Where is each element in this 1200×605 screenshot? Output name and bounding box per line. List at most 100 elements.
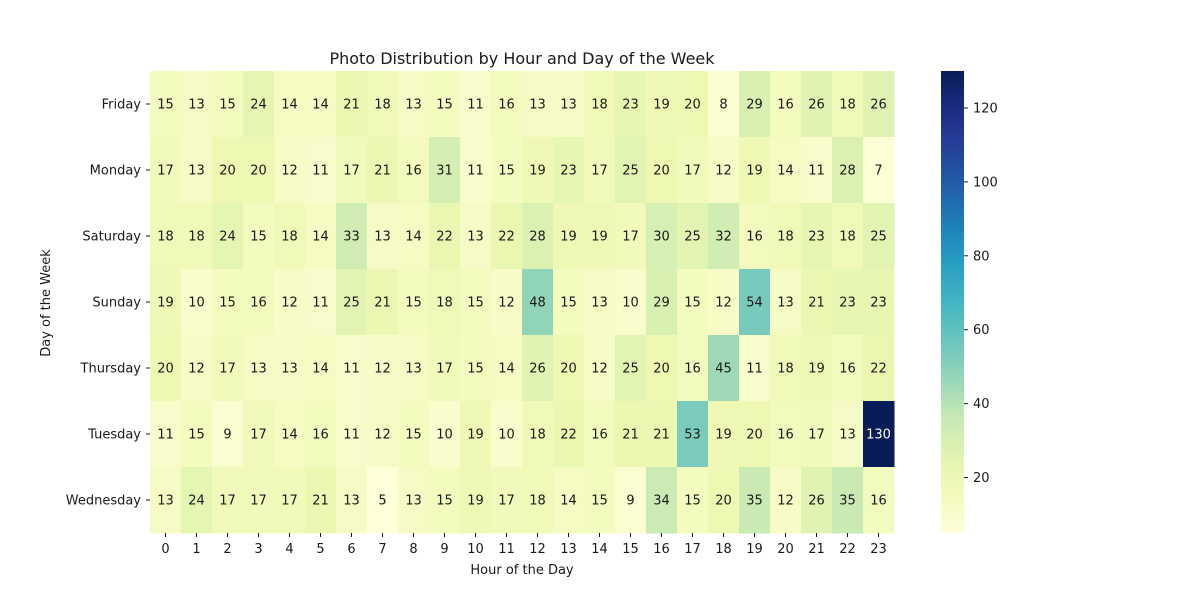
- cell-value-label: 14: [281, 428, 298, 443]
- heatmap-cell: [522, 269, 554, 336]
- heatmap-cell: [305, 335, 337, 402]
- heatmap-cell: [832, 203, 864, 270]
- heatmap-cell: [398, 203, 430, 270]
- heatmap-cell: [677, 137, 709, 204]
- heatmap-cell: [553, 401, 585, 468]
- heatmap-cell: [181, 71, 213, 138]
- colorbar-tick-label: 40: [973, 397, 990, 412]
- cell-value-label: 130: [866, 428, 891, 443]
- cell-value-label: 17: [622, 230, 639, 245]
- heatmap-cell: [150, 467, 182, 534]
- heatmap-cell: [429, 467, 461, 534]
- cell-value-label: 20: [715, 494, 732, 509]
- heatmap-cells: 15 13 15 24 14 14 21 18 13 15 11 16 13 13 18 23 19 20 8 29 1…: [150, 71, 895, 534]
- heatmap-cell: [429, 203, 461, 270]
- cell-value-label: 12: [188, 362, 205, 377]
- heatmap-cell: [491, 335, 523, 402]
- heatmap-cell: [646, 467, 678, 534]
- heatmap-cell: [212, 467, 244, 534]
- heatmap-cell: [584, 467, 616, 534]
- cell-value-label: 23: [560, 164, 577, 179]
- cell-value-label: 14: [281, 98, 298, 113]
- heatmap-cell: [305, 137, 337, 204]
- heatmap-cell: [181, 467, 213, 534]
- cell-value-label: 18: [777, 362, 794, 377]
- heatmap-cell: [305, 71, 337, 138]
- cell-value-label: 18: [777, 230, 794, 245]
- cell-value-label: 48: [529, 296, 546, 311]
- cell-value-label: 16: [777, 98, 794, 113]
- heatmap-cell: [646, 71, 678, 138]
- heatmap-cell: [832, 137, 864, 204]
- heatmap-cell: [305, 269, 337, 336]
- heatmap-cell: [770, 203, 802, 270]
- cell-value-label: 22: [436, 230, 453, 245]
- heatmap-cell: [367, 335, 399, 402]
- cell-value-label: 21: [622, 428, 639, 443]
- x-tick-label: 2: [223, 542, 231, 557]
- heatmap-cell: [801, 71, 833, 138]
- y-tick-label: Tuesday: [87, 428, 141, 443]
- heatmap-cell: [460, 401, 492, 468]
- heatmap-cell: [460, 467, 492, 534]
- heatmap-cell: [212, 137, 244, 204]
- x-axis-label: Hour of the Day: [470, 563, 574, 578]
- heatmap-cell: [863, 137, 895, 204]
- cell-value-label: 21: [343, 98, 360, 113]
- cell-value-label: 16: [498, 98, 515, 113]
- cell-value-label: 17: [250, 428, 267, 443]
- cell-value-label: 29: [746, 98, 763, 113]
- heatmap-cell: [460, 71, 492, 138]
- y-axis-ticks: Friday Monday Saturday Sunday Thursday Tuesda…: [66, 98, 150, 509]
- cell-value-label: 35: [839, 494, 856, 509]
- heatmap-cell: [553, 203, 585, 270]
- heatmap-cell: [770, 335, 802, 402]
- heatmap-cell: [863, 401, 895, 468]
- cell-value-label: 20: [250, 164, 267, 179]
- heatmap-cell: [398, 335, 430, 402]
- cell-value-label: 11: [746, 362, 763, 377]
- cell-value-label: 28: [839, 164, 856, 179]
- heatmap-cell: [150, 269, 182, 336]
- heatmap-cell: [398, 401, 430, 468]
- cell-value-label: 19: [529, 164, 546, 179]
- cell-value-label: 17: [808, 428, 825, 443]
- heatmap-cell: [367, 401, 399, 468]
- x-tick-label: 5: [316, 542, 324, 557]
- heatmap-cell: [181, 203, 213, 270]
- cell-value-label: 19: [467, 428, 484, 443]
- cell-value-label: 35: [746, 494, 763, 509]
- cell-value-label: 13: [157, 494, 174, 509]
- heatmap-cell: [708, 71, 740, 138]
- cell-value-label: 45: [715, 362, 732, 377]
- cell-value-label: 17: [219, 494, 236, 509]
- cell-value-label: 19: [808, 362, 825, 377]
- heatmap-cell: [429, 137, 461, 204]
- y-tick-label: Sunday: [92, 296, 141, 311]
- y-axis-label: Day of the Week: [39, 249, 54, 357]
- cell-value-label: 11: [343, 428, 360, 443]
- heatmap-cell: [491, 467, 523, 534]
- heatmap-cell: [243, 401, 275, 468]
- cell-value-label: 14: [405, 230, 422, 245]
- cell-value-label: 11: [467, 98, 484, 113]
- cell-value-label: 15: [405, 296, 422, 311]
- heatmap-cell: [863, 269, 895, 336]
- heatmap-cell: [491, 401, 523, 468]
- cell-value-label: 19: [467, 494, 484, 509]
- cell-value-label: 21: [653, 428, 670, 443]
- heatmap-cell: [522, 71, 554, 138]
- heatmap-cell: [336, 467, 368, 534]
- cell-value-label: 11: [343, 362, 360, 377]
- x-tick-label: 0: [161, 542, 169, 557]
- y-tick-label: Wednesday: [66, 494, 142, 509]
- cell-value-label: 13: [839, 428, 856, 443]
- cell-value-label: 17: [250, 494, 267, 509]
- cell-value-label: 12: [715, 296, 732, 311]
- cell-value-label: 15: [467, 296, 484, 311]
- cell-value-label: 23: [622, 98, 639, 113]
- heatmap-cell: [677, 203, 709, 270]
- heatmap-cell: [832, 335, 864, 402]
- cell-value-label: 18: [374, 98, 391, 113]
- heatmap-cell: [336, 335, 368, 402]
